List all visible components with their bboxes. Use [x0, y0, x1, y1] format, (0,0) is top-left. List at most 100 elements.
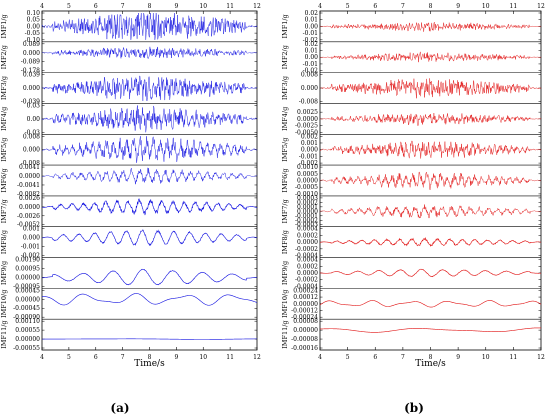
series-label-imf11: IMF11/g: [281, 320, 289, 348]
y-tick-label: 0.008: [301, 72, 318, 79]
series-label-imf2: IMF2/g: [281, 45, 289, 69]
x-tick-label-top: 11: [226, 3, 234, 10]
series-label-imf5: IMF5/g: [0, 138, 8, 162]
x-tick-label-top: 8: [148, 3, 152, 10]
x-tick-label-top: 7: [121, 3, 125, 10]
y-tick-label: 0.0004: [297, 257, 318, 264]
x-tick-label-bottom: 8: [148, 354, 152, 361]
series-line-imf11: [319, 327, 542, 333]
y-tick-label: 0.00055: [15, 327, 40, 334]
series-label-imf8: IMF8/g: [281, 230, 289, 254]
y-tick-label: -0.008: [21, 160, 40, 167]
y-tick-label: 0.03: [27, 102, 41, 109]
x-tick-label-top: 5: [67, 3, 71, 10]
y-tick-label: 0.00000: [293, 327, 318, 334]
y-tick-label: 0.0000: [297, 116, 318, 123]
x-tick-label-bottom: 6: [94, 354, 98, 361]
y-tick-label: 0.02: [305, 10, 319, 17]
y-tick-label: -0.0010: [295, 191, 318, 198]
series-line-imf7: [41, 198, 258, 216]
y-tick-label: 0.0000: [297, 239, 318, 246]
series-line-imf5: [319, 140, 542, 159]
y-tick-label: 0.000: [23, 50, 40, 57]
y-tick-label: 0.000: [23, 235, 40, 242]
y-tick-label: 0.01: [305, 17, 318, 24]
series-label-imf4: IMF4/g: [281, 107, 289, 131]
x-tick-label-bottom: 6: [373, 354, 377, 361]
series-line-imf1: [41, 12, 258, 40]
y-tick-label: -0.008: [299, 98, 318, 105]
y-tick-label: -0.00090: [13, 314, 40, 321]
y-tick-label: 0.00: [305, 23, 319, 30]
chart-panel-b: 445566778899101011111212Time/s(b)0.020.0…: [281, 3, 545, 415]
series-label-imf2: IMF2/g: [0, 45, 8, 69]
x-tick-label-bottom: 9: [456, 354, 460, 361]
y-tick-label: 0.000: [301, 147, 318, 154]
y-tick-label: 0.008: [23, 133, 40, 140]
x-tick-label-top: 10: [199, 3, 207, 10]
x-tick-label-top: 6: [94, 3, 98, 10]
series-line-imf3: [319, 78, 542, 99]
y-tick-label: -0.00045: [13, 305, 40, 312]
x-tick-label-top: 8: [429, 3, 433, 10]
x-tick-label-bottom: 11: [226, 354, 234, 361]
x-tick-label-bottom: 7: [401, 354, 405, 361]
y-tick-label: 0.0004: [297, 226, 318, 233]
series-line-imf10: [41, 293, 258, 306]
plot-frame: [319, 10, 542, 351]
series-label-imf7: IMF7/g: [0, 199, 8, 223]
series-label-imf8: IMF8/g: [0, 230, 8, 254]
y-tick-label: 0.00000: [15, 274, 40, 281]
x-tick-label-top: 12: [253, 3, 261, 10]
y-tick-label: 0.0000: [297, 208, 318, 215]
y-tick-label: 0.00110: [15, 318, 40, 325]
x-tick-label-top: 5: [346, 3, 350, 10]
y-tick-label: 0.00045: [15, 287, 40, 294]
y-tick-label: -0.002: [299, 160, 318, 167]
series-label-imf10: IMF10/g: [0, 290, 8, 318]
x-tick-label-bottom: 4: [318, 354, 322, 361]
series-label-imf1: IMF1/g: [0, 14, 8, 38]
series-line-imf3: [41, 75, 258, 102]
y-tick-label: -0.0002: [295, 217, 318, 224]
y-tick-label: -0.0041: [17, 182, 40, 189]
x-tick-label-bottom: 7: [121, 354, 125, 361]
y-tick-label: -0.00008: [291, 336, 318, 343]
x-tick-label-bottom: 9: [174, 354, 178, 361]
y-tick-label: -0.089: [21, 59, 40, 66]
y-tick-label: -0.039: [21, 98, 40, 105]
x-tick-label-top: 11: [510, 3, 518, 10]
y-tick-label: -0.0004: [295, 253, 318, 260]
x-tick-label-bottom: 5: [67, 354, 71, 361]
x-axis-label: Time/s: [415, 359, 446, 369]
series-label-imf3: IMF3/g: [281, 76, 289, 100]
series-label-imf11: IMF11/g: [0, 320, 8, 348]
y-tick-label: -0.0002: [295, 277, 318, 284]
y-tick-label: -0.10: [25, 37, 41, 44]
y-tick-label: 0.00024: [293, 287, 318, 294]
y-tick-label: 0.0002: [297, 199, 318, 206]
x-tick-label-top: 12: [537, 3, 545, 10]
y-tick-label: 0.001: [301, 140, 318, 147]
y-tick-label: 0.0002: [297, 232, 318, 239]
y-tick-label: -0.001: [299, 153, 318, 160]
series-label-imf5: IMF5/g: [281, 138, 289, 162]
y-tick-label: 0.00: [27, 23, 41, 30]
y-tick-label: -0.00016: [291, 345, 318, 352]
x-tick-label-top: 9: [456, 3, 460, 10]
x-tick-label-top: 10: [482, 3, 490, 10]
y-tick-label: 0.0000: [19, 173, 40, 180]
y-tick-label: -0.01: [303, 61, 318, 68]
x-tick-label-bottom: 12: [537, 354, 545, 361]
y-tick-label: 0.002: [301, 133, 318, 140]
y-tick-label: -0.01: [303, 30, 318, 37]
y-tick-label: 0.00000: [15, 336, 40, 343]
series-line-imf4: [41, 105, 258, 133]
y-tick-label: -0.0025: [295, 123, 318, 130]
x-tick-label-top: 4: [318, 3, 322, 10]
y-tick-label: 0.039: [23, 72, 40, 79]
y-tick-label: 0.00190: [15, 257, 40, 264]
y-tick-label: -0.001: [21, 244, 40, 251]
y-tick-label: 0.0041: [19, 164, 40, 171]
